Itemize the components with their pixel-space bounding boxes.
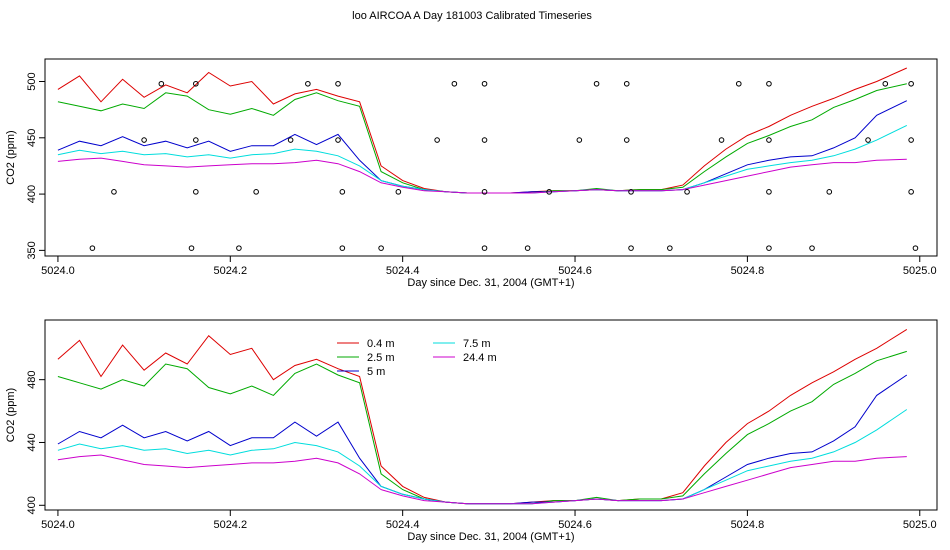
data-point <box>908 189 914 195</box>
y-tick-label: 350 <box>26 241 38 259</box>
series-line-5-m <box>57 100 908 194</box>
data-point <box>826 189 833 195</box>
legend-label-5-m: 5 m <box>367 366 385 378</box>
data-point <box>908 80 914 87</box>
data-point <box>236 245 242 251</box>
x-tick-label: 5024.6 <box>558 265 592 277</box>
x-tick-label: 5024.8 <box>731 265 765 277</box>
x-tick-label: 5024.6 <box>558 519 592 531</box>
data-point <box>576 137 583 143</box>
series-line-7-5-m <box>57 124 908 194</box>
data-point <box>766 189 772 195</box>
data-point <box>111 189 117 195</box>
data-point <box>865 137 871 143</box>
data-point <box>481 80 488 87</box>
plot-frame <box>44 58 938 257</box>
top-panel: 5024.0 5024.2 5024.4 5024.6 5024.8 5025.0 Day … <box>5 58 938 289</box>
y-tick-label: 400 <box>26 496 38 514</box>
bottom-panel: 5024.0 5024.2 5024.4 5024.6 5024.8 5025.0 Day … <box>5 319 938 543</box>
x-tick-label: 5024.2 <box>213 265 247 277</box>
legend-label-0-4-m: 0.4 m <box>367 338 395 350</box>
data-point <box>434 137 440 143</box>
y-tick-label: 480 <box>26 370 38 388</box>
data-point <box>628 189 634 195</box>
data-point <box>141 137 147 143</box>
x-tick-label: 5024.0 <box>41 265 75 277</box>
x-tick-label: 5025.0 <box>903 265 937 277</box>
data-point <box>882 80 889 87</box>
legend-label-24-4-m: 24.4 m <box>463 352 497 364</box>
data-point <box>718 137 725 143</box>
data-point <box>593 80 600 87</box>
data-point <box>481 245 488 251</box>
data-point <box>335 137 341 143</box>
data-point <box>253 189 259 195</box>
data-point <box>735 80 742 87</box>
series-line-24-4-m <box>57 454 907 505</box>
y-axis-label: CO2 (ppm) <box>5 388 17 442</box>
y-tick-label: 400 <box>26 185 38 203</box>
data-point <box>546 189 552 195</box>
x-tick-label: 5024.4 <box>386 265 420 277</box>
data-point <box>481 137 488 143</box>
data-point <box>378 245 384 251</box>
data-point <box>193 80 199 87</box>
legend-label-7-5-m: 7.5 m <box>463 338 491 350</box>
data-point <box>339 189 346 195</box>
data-point <box>89 245 96 251</box>
x-axis-label: Day since Dec. 31, 2004 (GMT+1) <box>407 277 574 289</box>
data-point <box>395 189 402 195</box>
data-point <box>335 80 341 87</box>
x-tick-label: 5024.4 <box>386 519 420 531</box>
x-tick-label: 5024.8 <box>731 519 765 531</box>
chart-title: loo AIRCOA A Day 181003 Calibrated Times… <box>352 10 592 22</box>
data-point <box>908 137 914 143</box>
y-tick-label: 440 <box>26 433 38 451</box>
y-tick-label: 450 <box>26 129 38 147</box>
data-point <box>912 245 919 251</box>
legend-label-2-5-m: 2.5 m <box>367 352 395 364</box>
data-point <box>305 80 311 87</box>
data-point <box>628 245 634 251</box>
series-line-0-4-m <box>57 67 908 194</box>
data-point <box>193 189 199 195</box>
x-tick-label: 5024.2 <box>213 519 247 531</box>
y-tick-label: 500 <box>26 72 38 90</box>
data-point <box>524 245 531 251</box>
x-axis-label: Day since Dec. 31, 2004 (GMT+1) <box>407 531 574 543</box>
series-line-5-m <box>57 374 908 505</box>
data-point <box>766 137 772 143</box>
data-point <box>684 189 690 195</box>
data-point <box>667 245 673 251</box>
data-point <box>451 80 458 87</box>
plot-frame <box>44 319 938 511</box>
data-point <box>766 80 772 87</box>
data-point <box>623 80 630 87</box>
series-line-24-4-m <box>57 157 907 194</box>
data-point <box>809 245 815 251</box>
y-axis-label: CO2 (ppm) <box>5 130 17 184</box>
x-tick-label: 5025.0 <box>903 519 937 531</box>
data-point <box>287 137 294 143</box>
data-point <box>193 137 199 143</box>
data-point <box>188 245 195 251</box>
series-line-7-5-m <box>57 409 908 505</box>
data-point <box>623 137 630 143</box>
data-point <box>766 245 772 251</box>
data-point <box>339 245 346 251</box>
data-point <box>481 189 488 195</box>
x-tick-label: 5024.0 <box>41 519 75 531</box>
series-line-2-5-m <box>57 350 907 505</box>
data-point <box>158 80 165 87</box>
